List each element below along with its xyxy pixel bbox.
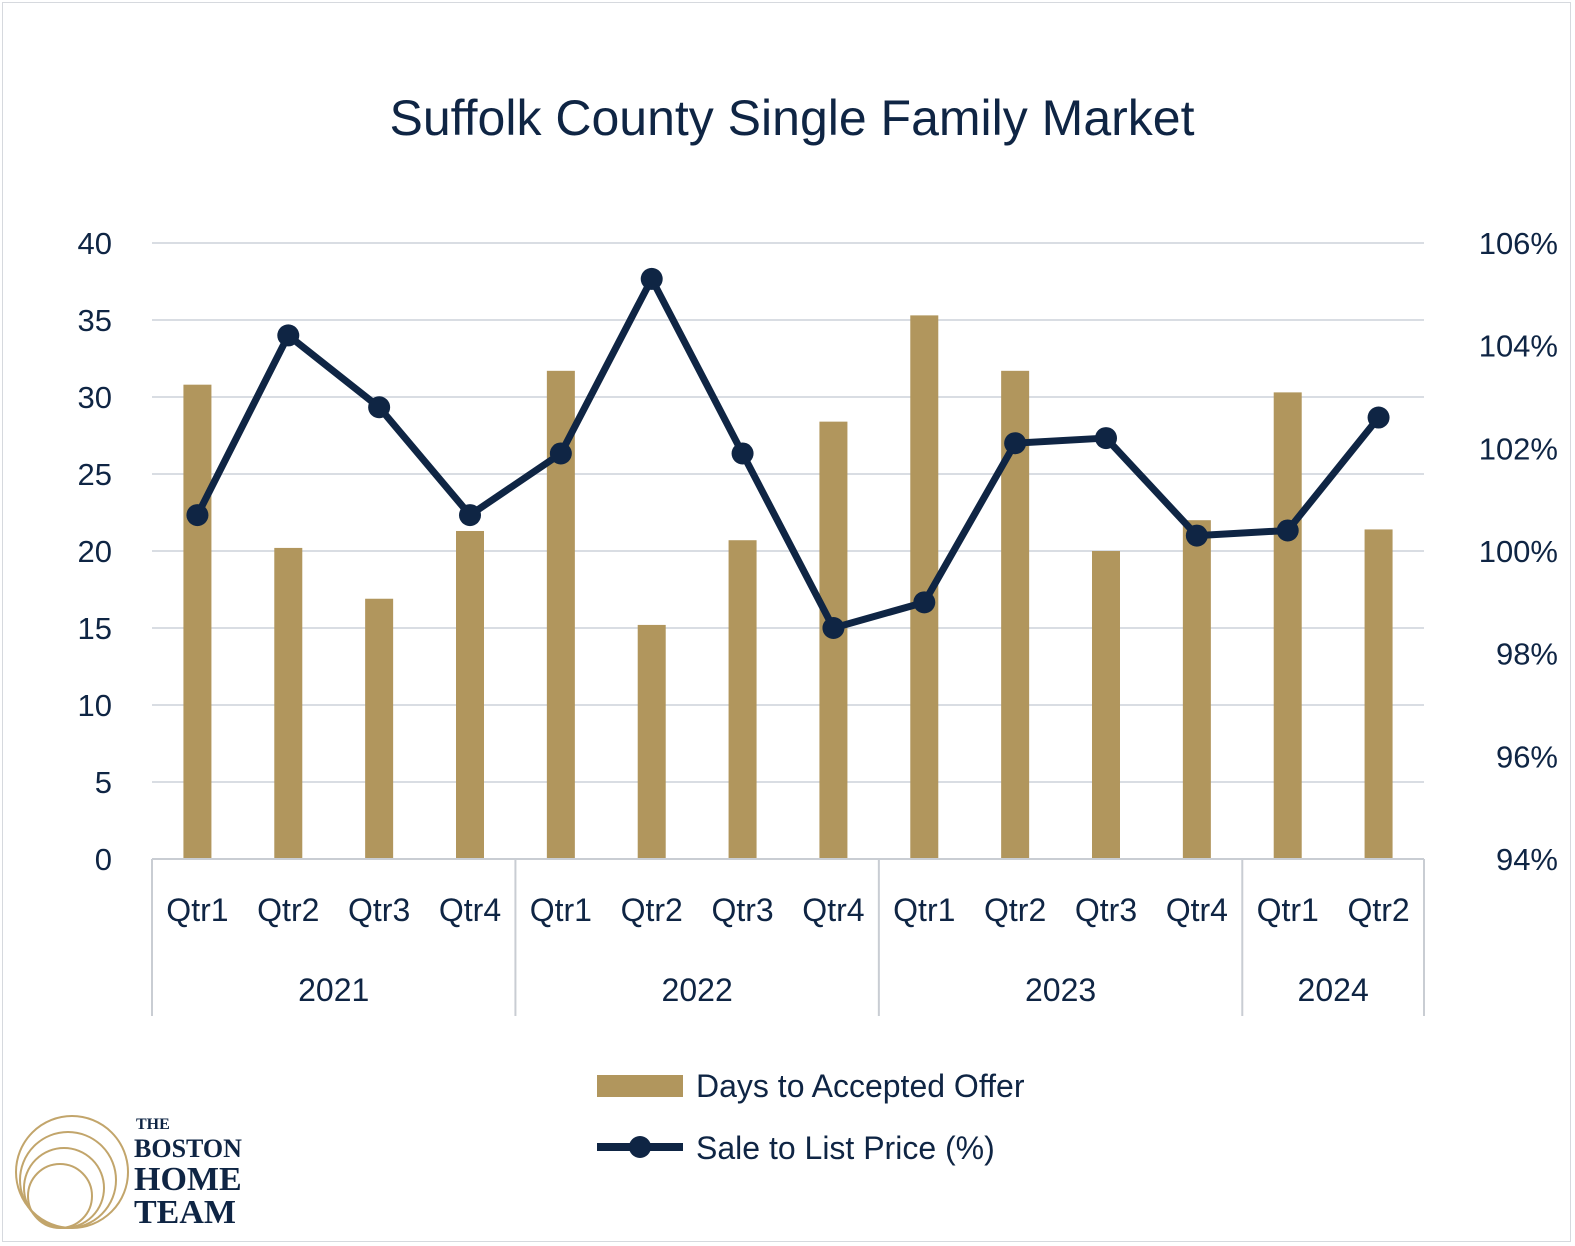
line-point <box>368 396 391 419</box>
sale-to-list-line <box>194 275 1382 632</box>
category-label: Qtr1 <box>166 892 228 928</box>
category-label: Qtr3 <box>348 892 410 928</box>
line-point <box>1276 519 1299 542</box>
legend: Days to Accepted Offer Sale to List Pric… <box>597 1068 1025 1166</box>
logo-home: HOME <box>134 1161 242 1198</box>
category-label: Qtr2 <box>621 892 683 928</box>
left-tick-label: 15 <box>78 611 112 646</box>
left-axis: 0 5 10 15 20 25 30 35 40 <box>78 226 112 877</box>
right-axis: 94% 96% 98% 100% 102% 104% 106% <box>1479 226 1558 877</box>
legend-bar-label: Days to Accepted Offer <box>696 1068 1025 1104</box>
right-tick-label: 94% <box>1496 842 1558 877</box>
logo-ring <box>27 1163 93 1229</box>
line-point <box>277 324 300 347</box>
category-label: Qtr2 <box>257 892 319 928</box>
category-label: Qtr1 <box>530 892 592 928</box>
left-tick-label: 0 <box>95 842 112 877</box>
bar <box>274 547 303 859</box>
right-tick-label: 102% <box>1479 431 1558 466</box>
group-label: 2022 <box>662 972 733 1008</box>
bar <box>728 540 757 859</box>
left-tick-label: 20 <box>78 534 112 569</box>
line-point <box>186 504 209 527</box>
line-point <box>1095 427 1117 450</box>
bar <box>1182 520 1211 859</box>
left-tick-label: 35 <box>78 303 112 338</box>
left-tick-label: 10 <box>78 688 112 723</box>
category-label: Qtr4 <box>1166 892 1228 928</box>
left-tick-label: 5 <box>95 765 112 800</box>
logo-rings-icon <box>15 1115 129 1229</box>
x-axis: Qtr1 Qtr2 Qtr3 Qtr4 Qtr1 Qtr2 Qtr3 Qtr4 Qtr1 Qtr2… <box>151 858 1425 1016</box>
group-label: 2021 <box>298 972 369 1008</box>
right-tick-label: 96% <box>1496 739 1558 774</box>
line-point <box>640 267 663 290</box>
category-label: Qtr3 <box>1075 892 1137 928</box>
left-tick-label: 25 <box>78 457 112 492</box>
category-label: Qtr3 <box>711 892 773 928</box>
category-label: Qtr1 <box>1257 892 1319 928</box>
legend-line-label: Sale to List Price (%) <box>696 1130 995 1166</box>
logo-team: TEAM <box>134 1194 236 1231</box>
bar <box>456 530 484 859</box>
group-label: 2024 <box>1298 972 1369 1008</box>
line-point <box>913 591 936 614</box>
line-series <box>186 267 1390 639</box>
bar <box>1364 529 1393 859</box>
logo-the: THE <box>136 1116 170 1133</box>
bar <box>183 384 212 859</box>
category-label: Qtr4 <box>802 892 864 928</box>
gridlines <box>152 242 1424 783</box>
category-label: Qtr4 <box>439 892 501 928</box>
logo-boston: BOSTON <box>134 1134 242 1163</box>
left-tick-label: 40 <box>78 226 112 261</box>
line-point <box>549 442 572 465</box>
group-label: 2023 <box>1025 972 1096 1008</box>
legend-bar-swatch <box>597 1075 683 1097</box>
right-tick-label: 104% <box>1479 329 1558 364</box>
legend-line-marker <box>629 1136 651 1158</box>
category-label: Qtr2 <box>984 892 1046 928</box>
line-point <box>1185 524 1208 547</box>
bar <box>1273 392 1302 859</box>
bar <box>365 598 394 859</box>
right-tick-label: 98% <box>1496 637 1558 672</box>
right-tick-label: 100% <box>1479 534 1558 569</box>
right-tick-label: 106% <box>1479 226 1558 261</box>
line-point <box>1367 406 1390 429</box>
left-tick-label: 30 <box>78 380 112 415</box>
chart-title: Suffolk County Single Family Market <box>390 90 1195 146</box>
category-label: Qtr2 <box>1347 892 1409 928</box>
line-point <box>1004 432 1027 455</box>
category-label: Qtr1 <box>893 892 955 928</box>
line-point <box>731 442 754 465</box>
bar <box>637 624 666 859</box>
line-point <box>822 617 845 639</box>
line-point <box>459 504 481 527</box>
boston-home-team-logo: THE BOSTON HOME TEAM <box>15 1115 242 1231</box>
bar <box>819 421 848 859</box>
bar <box>1092 551 1120 859</box>
